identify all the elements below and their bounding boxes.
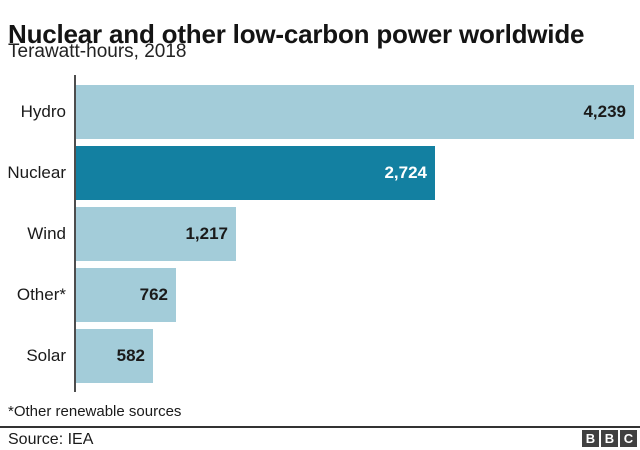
chart-title: Nuclear and other low-carbon power world… bbox=[8, 19, 585, 50]
value-label: 762 bbox=[139, 285, 168, 304]
value-label: 1,217 bbox=[185, 224, 228, 243]
bar-chart: Hydro 4,239 Nuclear 2,724 Wind 1,217 Other* 762… bbox=[0, 75, 640, 392]
value-label: 2,724 bbox=[384, 163, 427, 182]
bar: 582 bbox=[76, 329, 153, 383]
category-label: Other* bbox=[16, 285, 66, 304]
bar-row-solar: Solar 582 bbox=[0, 329, 640, 383]
bar: 762 bbox=[76, 268, 176, 322]
footer-divider bbox=[0, 426, 640, 428]
bbc-logo-letter: C bbox=[620, 430, 637, 447]
category-label: Wind bbox=[27, 224, 66, 243]
y-axis-line bbox=[74, 75, 76, 392]
chart-subtitle: Terawatt-hours, 2018 bbox=[8, 41, 187, 62]
category-label: Solar bbox=[26, 346, 66, 365]
bbc-logo-letter: B bbox=[582, 430, 599, 447]
bar-row-other: Other* 762 bbox=[0, 268, 640, 322]
bar-row-hydro: Hydro 4,239 bbox=[0, 85, 640, 139]
bar: 1,217 bbox=[76, 207, 236, 261]
bar-row-wind: Wind 1,217 bbox=[0, 207, 640, 261]
bar: 4,239 bbox=[76, 85, 634, 139]
chart-footnote: *Other renewable sources bbox=[8, 403, 182, 420]
bbc-logo-letter: B bbox=[601, 430, 618, 447]
value-label: 4,239 bbox=[583, 102, 626, 121]
bar: 2,724 bbox=[76, 146, 435, 200]
category-label: Nuclear bbox=[7, 163, 66, 182]
source-label: Source: IEA bbox=[8, 431, 94, 448]
bar-row-nuclear: Nuclear 2,724 bbox=[0, 146, 640, 200]
value-label: 582 bbox=[116, 346, 145, 365]
category-label: Hydro bbox=[20, 102, 66, 121]
